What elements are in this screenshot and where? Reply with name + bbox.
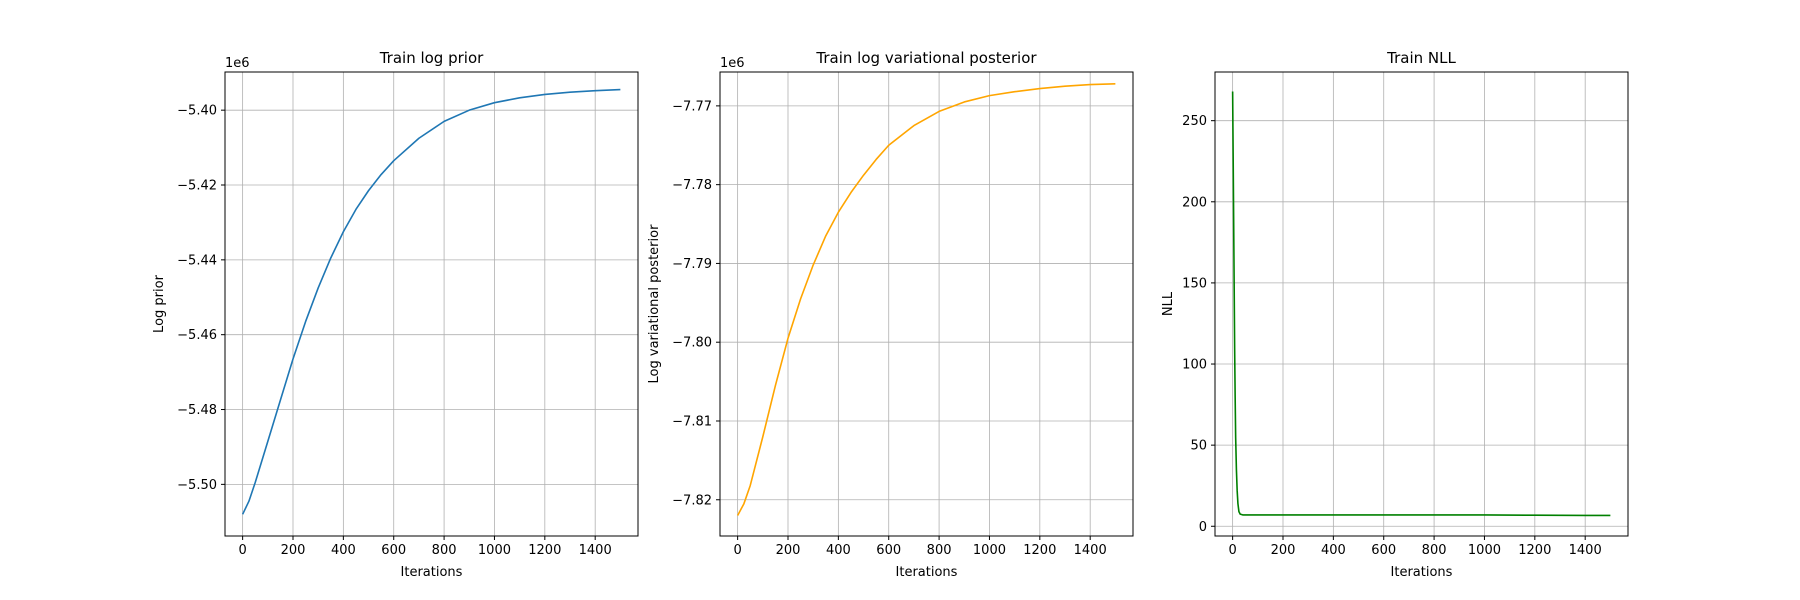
chart-title: Train NLL	[1386, 49, 1456, 67]
y-tick-label: −7.81	[672, 414, 712, 429]
x-tick-label: 200	[776, 543, 801, 558]
y-tick-label: 100	[1182, 358, 1207, 373]
x-tick-label: 1200	[528, 543, 561, 558]
x-tick-label: 600	[876, 543, 901, 558]
y-tick-label: −7.77	[672, 99, 712, 114]
y-tick-label: −5.44	[177, 253, 217, 268]
series-line	[241, 88, 621, 515]
x-tick-label: 1000	[973, 543, 1006, 558]
y-tick-label: 50	[1190, 439, 1207, 454]
plot-frame	[1214, 71, 1629, 537]
chart-panel-3: 0 200 400 600 800 1000 1200 1400 0 50 100 150 200 250…	[1161, 49, 1629, 580]
y-axis-label: NLL	[1161, 291, 1176, 316]
x-tick-label: 0	[238, 543, 246, 558]
y-axis-label: Log prior	[152, 274, 167, 333]
chart-panel-1: 0 200 400 600 800 1000 1200 1400 −5.50 −5.48 −5.46…	[152, 49, 639, 580]
y-tick-label: 0	[1199, 520, 1207, 535]
x-tick-label: 1200	[1518, 543, 1551, 558]
x-tick-label: 400	[331, 543, 356, 558]
x-tick-label: 800	[927, 543, 952, 558]
y-axis-label: Log variational posterior	[647, 224, 662, 384]
x-tick-label: 1400	[1569, 543, 1602, 558]
y-tick-label: −5.50	[177, 478, 217, 493]
y-tick-label: 200	[1182, 195, 1207, 210]
y-tick-label: −7.78	[672, 178, 712, 193]
y-tick-label: −5.46	[177, 328, 217, 343]
x-tick-label: 1000	[478, 543, 511, 558]
series-line	[736, 83, 1116, 516]
x-tick-label: 1400	[579, 543, 612, 558]
x-axis-label: Iterations	[1391, 565, 1453, 580]
y-offset-text: 1e6	[720, 56, 745, 71]
x-tick-label: 600	[1371, 543, 1396, 558]
chart-title: Train log prior	[379, 49, 484, 67]
x-tick-label: 0	[733, 543, 741, 558]
plot-frame	[224, 71, 639, 537]
y-tick-label: 150	[1182, 276, 1207, 291]
x-tick-label: 200	[1271, 543, 1296, 558]
x-tick-label: 1400	[1074, 543, 1107, 558]
x-tick-label: 400	[826, 543, 851, 558]
y-tick-label: 250	[1182, 114, 1207, 129]
x-tick-label: 1200	[1023, 543, 1056, 558]
y-tick-label: −7.82	[672, 493, 712, 508]
x-tick-label: 800	[432, 543, 457, 558]
y-tick-label: −7.80	[672, 336, 712, 351]
x-tick-label: 200	[281, 543, 306, 558]
y-tick-label: −7.79	[672, 257, 712, 272]
x-axis-label: Iterations	[401, 565, 463, 580]
series-line	[1231, 91, 1611, 517]
plot-frame	[719, 71, 1134, 537]
x-axis-label: Iterations	[896, 565, 958, 580]
x-tick-label: 400	[1321, 543, 1346, 558]
y-tick-label: −5.40	[177, 104, 217, 119]
y-tick-label: −5.42	[177, 179, 217, 194]
x-tick-label: 0	[1228, 543, 1236, 558]
chart-panel-2: 0 200 400 600 800 1000 1200 1400 −7.82 −7.81 −7.80…	[647, 49, 1134, 580]
chart-title: Train log variational posterior	[815, 49, 1037, 67]
y-tick-label: −5.48	[177, 403, 217, 418]
x-tick-label: 800	[1422, 543, 1447, 558]
x-tick-label: 1000	[1468, 543, 1501, 558]
y-offset-text: 1e6	[225, 56, 250, 71]
x-tick-label: 600	[381, 543, 406, 558]
